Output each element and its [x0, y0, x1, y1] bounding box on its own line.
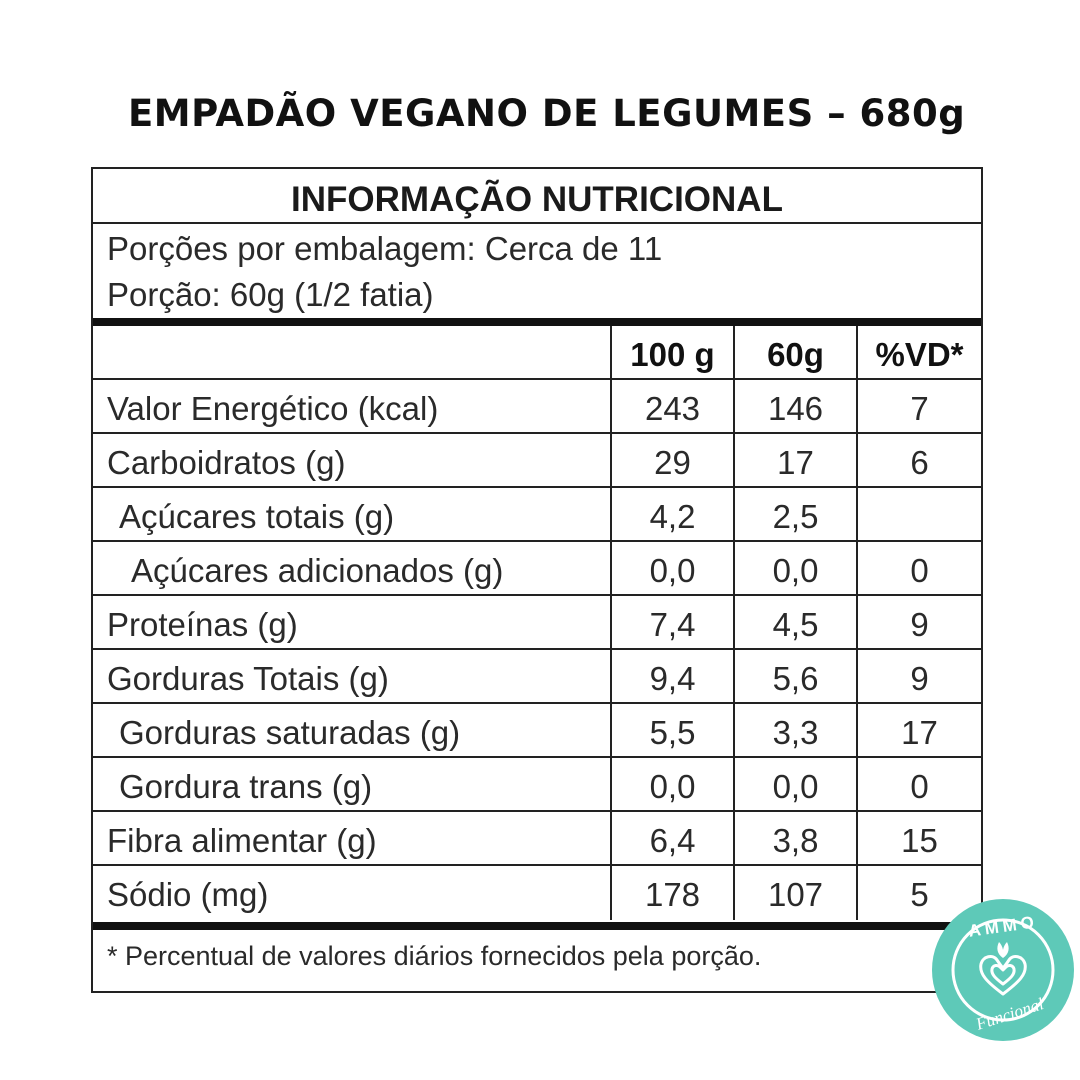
table-row: Proteínas (g) 7,4 4,5 9: [93, 596, 981, 650]
ammo-funcional-logo: AMMO Funcional: [932, 899, 1074, 1041]
value-per-100g: 243: [610, 380, 733, 432]
value-per-60g: 3,3: [733, 704, 856, 756]
nutrition-facts-panel: INFORMAÇÃO NUTRICIONAL Porções por embal…: [91, 167, 983, 993]
nutrition-table: 100 g 60g %VD* Valor Energético (kcal) 2…: [93, 326, 981, 922]
nutrient-label: Carboidratos (g): [107, 444, 346, 481]
header-per-60g: 60g: [733, 326, 856, 378]
value-per-100g: 178: [610, 866, 733, 920]
value-per-100g: 0,0: [610, 542, 733, 594]
value-per-60g: 4,5: [733, 596, 856, 648]
value-daily-value: 15: [856, 812, 981, 864]
table-row: Fibra alimentar (g) 6,4 3,8 15: [93, 812, 981, 866]
table-row: Valor Energético (kcal) 243 146 7: [93, 380, 981, 434]
table-row: Carboidratos (g) 29 17 6: [93, 434, 981, 488]
value-daily-value: 6: [856, 434, 981, 486]
value-per-60g: 0,0: [733, 758, 856, 810]
value-per-60g: 2,5: [733, 488, 856, 540]
logo-inner-ring: [951, 918, 1055, 1022]
nutrient-label: Gordura trans (g): [119, 768, 373, 805]
nutrient-label: Valor Energético (kcal): [107, 390, 439, 427]
nutrient-label: Fibra alimentar (g): [107, 822, 377, 859]
nutrient-label: Gorduras saturadas (g): [119, 714, 461, 751]
value-daily-value: 5: [856, 866, 981, 920]
value-per-60g: 5,6: [733, 650, 856, 702]
table-header-row: 100 g 60g %VD*: [93, 326, 981, 380]
table-row: Gordura trans (g) 0,0 0,0 0: [93, 758, 981, 812]
nutrient-label: Gorduras Totais (g): [107, 660, 389, 697]
nutrient-label: Sódio (mg): [107, 876, 269, 913]
value-per-100g: 6,4: [610, 812, 733, 864]
thick-divider-bottom: [93, 922, 981, 930]
value-daily-value: 7: [856, 380, 981, 432]
value-daily-value: 0: [856, 758, 981, 810]
value-daily-value: 9: [856, 596, 981, 648]
nutrient-label: Proteínas (g): [107, 606, 298, 643]
value-per-100g: 5,5: [610, 704, 733, 756]
header-per-100g: 100 g: [610, 326, 733, 378]
product-title: EMPADÃO VEGANO DE LEGUMES – 680g: [128, 92, 966, 135]
table-row: Gorduras Totais (g) 9,4 5,6 9: [93, 650, 981, 704]
portions-block: Porções por embalagem: Cerca de 11 Porçã…: [93, 224, 981, 321]
value-daily-value: [856, 488, 981, 540]
value-per-60g: 17: [733, 434, 856, 486]
value-per-100g: 29: [610, 434, 733, 486]
value-daily-value: 17: [856, 704, 981, 756]
value-per-60g: 107: [733, 866, 856, 920]
logo-leaf-icon: [997, 942, 1009, 958]
table-row: Açúcares totais (g) 4,2 2,5: [93, 488, 981, 542]
nutrient-label: Açúcares totais (g): [119, 498, 395, 535]
panel-heading: INFORMAÇÃO NUTRICIONAL: [93, 169, 981, 224]
header-daily-value: %VD*: [856, 326, 981, 378]
value-per-100g: 4,2: [610, 488, 733, 540]
table-row: Gorduras saturadas (g) 5,5 3,3 17: [93, 704, 981, 758]
serving-size: Porção: 60g (1/2 fatia): [107, 276, 434, 313]
value-per-60g: 0,0: [733, 542, 856, 594]
value-per-60g: 3,8: [733, 812, 856, 864]
daily-value-footnote: * Percentual de valores diários fornecid…: [107, 941, 762, 971]
table-row: Açúcares adicionados (g) 0,0 0,0 0: [93, 542, 981, 596]
value-per-60g: 146: [733, 380, 856, 432]
thick-divider-top: [93, 318, 981, 326]
value-daily-value: 9: [856, 650, 981, 702]
logo-heart-icon: [979, 955, 1027, 996]
table-row: Sódio (mg) 178 107 5: [93, 866, 981, 920]
value-per-100g: 7,4: [610, 596, 733, 648]
header-label-cell: [93, 326, 610, 378]
value-per-100g: 9,4: [610, 650, 733, 702]
value-per-100g: 0,0: [610, 758, 733, 810]
portions-per-package: Porções por embalagem: Cerca de 11: [107, 230, 663, 267]
nutrient-label: Açúcares adicionados (g): [131, 552, 504, 589]
value-daily-value: 0: [856, 542, 981, 594]
